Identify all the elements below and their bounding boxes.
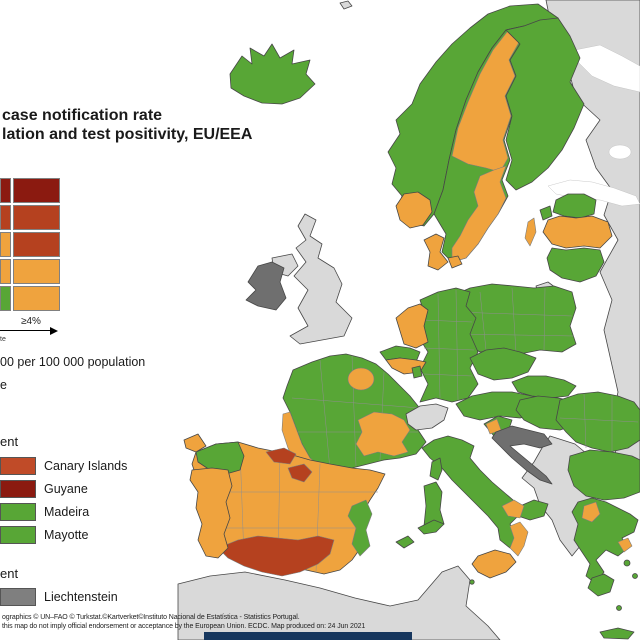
mayotte-swatch (0, 526, 36, 544)
not-visible-section-heading: ent (0, 566, 19, 581)
positivity-axis-label: te (0, 336, 6, 343)
liechtenstein-swatch (0, 588, 36, 606)
region-greece-west-macedonia (581, 501, 601, 523)
region-slovakia (511, 375, 577, 399)
legend-item-canary-islands: Canary Islands (0, 457, 127, 475)
region-north-africa (177, 565, 501, 640)
region-aegean-island-2 (632, 573, 638, 579)
legend-note-population: 00 per 100 000 population (0, 355, 146, 369)
madeira-swatch (0, 503, 36, 521)
matrix-cell-r4c0 (0, 286, 11, 311)
map-title-line1: case notification rate (2, 107, 163, 124)
nuts-border-lines-romania (559, 393, 639, 452)
region-valencia (347, 499, 373, 557)
region-saaremaa (539, 205, 553, 221)
outermost-section-heading: ent (0, 434, 19, 449)
region-gotland (524, 217, 537, 247)
region-galicia (195, 441, 245, 475)
region-spain-north-1 (265, 447, 297, 465)
map-title-line2: lation and test positivity, EU/EEA (2, 126, 253, 143)
not-visible-legend-list: Liechtenstein (0, 588, 118, 606)
footer-bar (204, 632, 412, 640)
guyane-swatch (0, 480, 36, 498)
region-norway-south (395, 191, 433, 229)
legend-x-max-label: ≥4% (21, 316, 41, 327)
region-switzerland (405, 403, 449, 431)
region-croatia (491, 425, 553, 485)
map-attribution: ographics © UN–FAO © Turkstat.©Kartverke… (2, 613, 365, 631)
guyane-label: Guyane (44, 482, 88, 496)
region-great-britain (289, 213, 353, 345)
region-spain-north-2 (287, 463, 313, 483)
region-latvia (542, 215, 613, 249)
region-andalusia (217, 535, 335, 577)
legend-item-liechtenstein: Liechtenstein (0, 588, 118, 606)
region-denmark-isles (447, 255, 463, 269)
region-estonia (552, 193, 597, 219)
region-aegean-island-1 (623, 559, 631, 567)
matrix-cell-r1c1 (13, 205, 60, 230)
attribution-line1: ographics © UN–FAO © Turkstat.©Kartverke… (2, 614, 300, 621)
canary-islands-swatch (0, 457, 36, 475)
nuts-border-lines-spain (200, 447, 378, 573)
legend-item-mayotte: Mayotte (0, 526, 127, 544)
sea-lake-ladoga (608, 144, 632, 160)
outermost-legend-list: Canary Islands Guyane Madeira Mayotte (0, 457, 127, 544)
nuts-border-lines-germany (421, 289, 475, 401)
madeira-label: Madeira (44, 505, 90, 519)
region-finland (505, 17, 585, 191)
arrow-head-icon (50, 326, 58, 335)
sea-white-sea (574, 44, 640, 93)
region-germany (417, 287, 479, 403)
legend-color-matrix (0, 178, 60, 311)
region-malta (469, 579, 475, 585)
matrix-cell-r3c0 (0, 259, 11, 284)
region-peloponnese (587, 573, 615, 597)
positivity-axis-arrow (0, 326, 58, 335)
liechtenstein-label: Liechtenstein (44, 590, 118, 604)
region-svalbard (339, 0, 353, 10)
matrix-cell-r2c1 (13, 232, 60, 257)
nuts-border-lines-poland (453, 287, 575, 353)
matrix-cell-r3c1 (13, 259, 60, 284)
mayotte-label: Mayotte (44, 528, 89, 542)
region-italy-calabria (509, 521, 529, 557)
matrix-cell-r2c0 (0, 232, 11, 257)
region-czechia (469, 347, 537, 381)
region-lithuania (546, 247, 605, 283)
matrix-cell-r0c1 (13, 178, 60, 203)
region-france-rhone (355, 411, 411, 457)
map-title: case notification rate lation and test p… (2, 106, 252, 144)
region-crete (599, 627, 635, 640)
canary-islands-label: Canary Islands (44, 459, 128, 473)
region-ireland (245, 261, 287, 311)
region-netherlands (395, 303, 429, 349)
region-iceland (229, 43, 316, 105)
region-balearics-mallorca (417, 519, 445, 535)
matrix-cell-r4c1 (13, 286, 60, 311)
region-corsica (429, 457, 443, 481)
region-denmark (423, 233, 449, 271)
region-italy-campania (501, 499, 525, 519)
region-france-paris (347, 367, 375, 391)
region-galicia-northwest (183, 433, 207, 453)
legend-item-madeira: Madeira (0, 503, 127, 521)
legend-note-partial: e (0, 378, 7, 392)
region-aegean-island-3 (616, 605, 622, 611)
legend-item-guyane: Guyane (0, 480, 127, 498)
matrix-cell-r1c0 (0, 205, 11, 230)
region-sicily (471, 549, 517, 579)
region-bulgaria (567, 449, 640, 501)
region-portugal (189, 467, 233, 559)
attribution-line2: this map do not imply official endorseme… (2, 623, 366, 630)
matrix-cell-r0c0 (0, 178, 11, 203)
region-greece-attica (617, 537, 633, 553)
region-luxembourg (411, 365, 423, 379)
region-romania (555, 391, 640, 453)
region-balearics-ibiza (395, 535, 415, 549)
region-italy (421, 435, 549, 549)
